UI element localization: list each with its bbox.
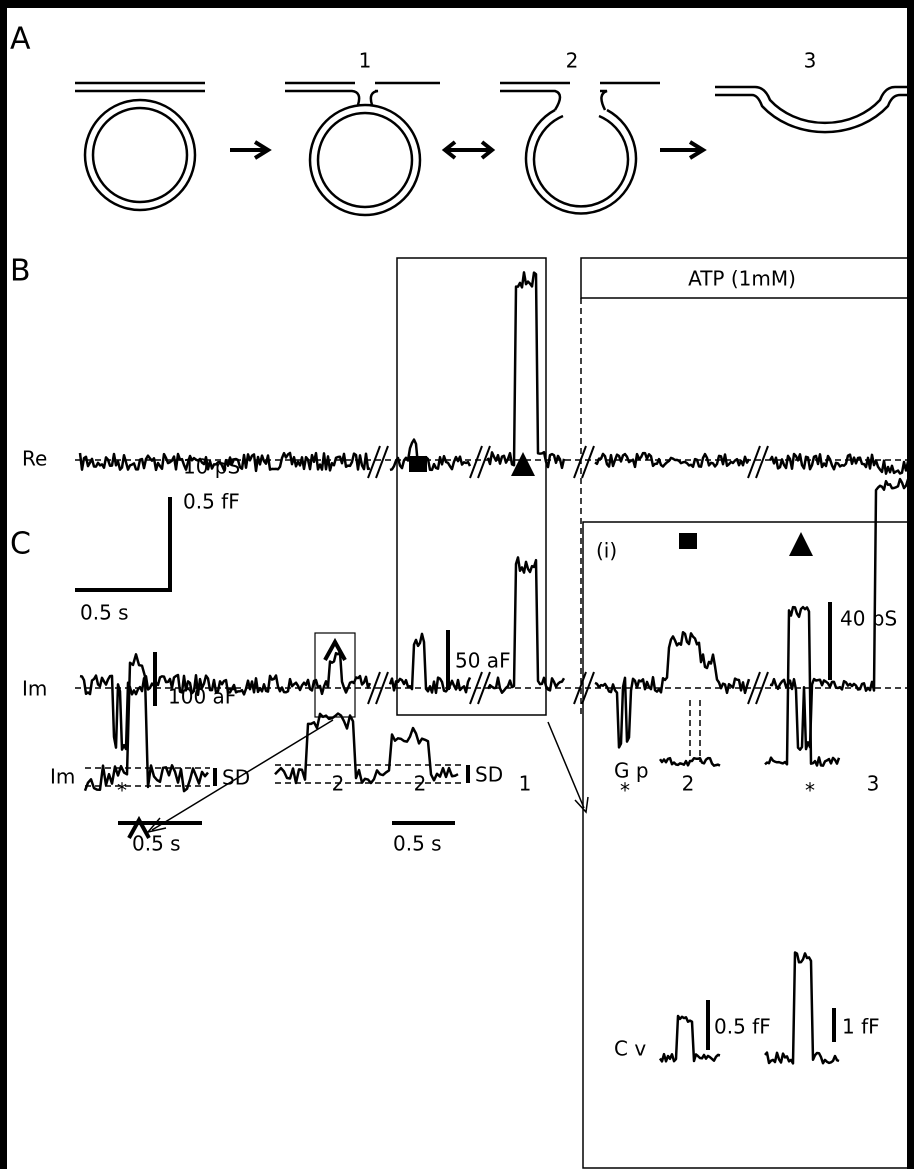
break-marks	[367, 445, 769, 705]
inset-label: (i)	[596, 539, 617, 563]
trace	[486, 556, 566, 694]
break-mark	[573, 671, 595, 705]
trace-label: Im	[50, 765, 75, 789]
trace	[594, 451, 751, 469]
scale-label: 1 fF	[842, 1015, 880, 1039]
event-label: 3	[867, 772, 880, 796]
trace	[388, 632, 472, 695]
sd-label: SD	[222, 766, 250, 790]
scale-label: 50 aF	[455, 649, 511, 673]
treatment-label: ATP (1mM)	[688, 267, 796, 291]
break-mark	[747, 445, 769, 479]
highlight-box	[396, 257, 547, 716]
sd-label: SD	[475, 763, 503, 787]
inset-box	[582, 521, 914, 1169]
trace	[764, 951, 840, 1065]
panel-label: A	[10, 22, 31, 57]
caret-marker	[127, 815, 151, 839]
trace	[594, 630, 751, 749]
treatment-bar	[580, 257, 914, 299]
scale-label: 40 pS	[840, 607, 897, 631]
caret-marker	[323, 637, 347, 661]
break-mark	[573, 445, 595, 479]
trace	[768, 452, 914, 476]
panel-label: C	[10, 527, 31, 562]
vesicle-diagram	[75, 81, 914, 217]
step-label: 3	[804, 49, 817, 73]
trace	[769, 477, 914, 751]
triangle-marker	[789, 532, 813, 556]
event-label: *	[805, 779, 815, 803]
trace	[389, 438, 472, 472]
break-mark	[367, 445, 389, 479]
break-mark	[747, 671, 769, 705]
trace	[658, 1014, 721, 1063]
scale-label: 100 aF	[168, 685, 236, 709]
trace	[764, 605, 841, 767]
traces	[78, 271, 914, 1065]
triangle-marker	[511, 452, 535, 476]
event-label: *	[117, 779, 127, 803]
scale-label: 0.5 fF	[183, 490, 240, 514]
scale-label: 0.5 fF	[714, 1015, 771, 1039]
event-label: 1	[519, 772, 532, 796]
trace-label: C v	[614, 1037, 646, 1061]
event-label: *	[620, 779, 630, 803]
trace	[78, 451, 371, 473]
trace-label: Re	[22, 447, 47, 471]
scale-bar	[75, 497, 172, 592]
scale-label: 0.5 s	[80, 601, 129, 625]
step-label: 1	[359, 49, 372, 73]
break-mark	[469, 445, 491, 479]
event-label: 2	[682, 772, 695, 796]
trace	[486, 271, 566, 470]
scale-label: 0.5 s	[393, 832, 442, 856]
trace	[83, 653, 209, 793]
step-label: 2	[566, 49, 579, 73]
square-marker	[679, 533, 697, 549]
trace-label: G p	[614, 759, 649, 783]
panel-label: B	[10, 254, 31, 289]
break-mark	[367, 671, 389, 705]
trace	[274, 712, 459, 785]
scale-label: 0.5 s	[132, 832, 181, 856]
zoom-arrow	[547, 721, 589, 814]
trace-label: Im	[22, 677, 47, 701]
break-mark	[469, 671, 491, 705]
